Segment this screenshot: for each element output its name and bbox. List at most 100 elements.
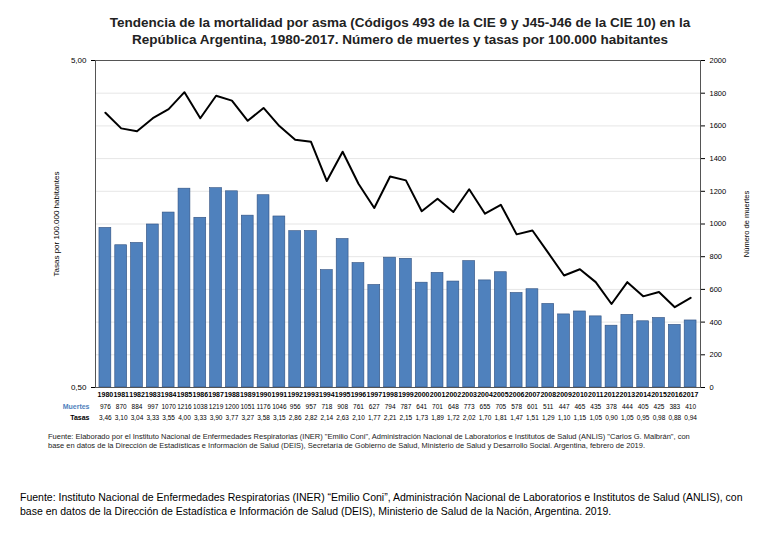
svg-text:1,47: 1,47	[510, 414, 523, 421]
svg-text:1000: 1000	[710, 219, 727, 228]
svg-text:2,02: 2,02	[463, 414, 476, 421]
svg-text:3,04: 3,04	[131, 414, 144, 421]
svg-text:1,51: 1,51	[526, 414, 539, 421]
svg-text:1200: 1200	[225, 403, 240, 410]
svg-text:3,10: 3,10	[115, 414, 128, 421]
svg-text:655: 655	[480, 403, 491, 410]
svg-text:425: 425	[654, 403, 665, 410]
svg-text:Número de muertes: Número de muertes	[742, 191, 751, 258]
svg-text:1,89: 1,89	[431, 414, 444, 421]
svg-text:800: 800	[710, 252, 723, 261]
svg-text:794: 794	[385, 403, 396, 410]
svg-text:200: 200	[710, 350, 723, 359]
svg-text:3,77: 3,77	[226, 414, 239, 421]
svg-text:5,00: 5,00	[71, 56, 87, 65]
svg-text:0,90: 0,90	[605, 414, 618, 421]
svg-text:1980: 1980	[98, 391, 114, 398]
svg-text:405: 405	[638, 403, 649, 410]
svg-text:2,86: 2,86	[289, 414, 302, 421]
svg-text:2012: 2012	[604, 391, 620, 398]
svg-text:956: 956	[290, 403, 301, 410]
svg-text:0: 0	[710, 383, 714, 392]
svg-text:511: 511	[543, 403, 554, 410]
svg-text:1999: 1999	[398, 391, 414, 398]
svg-text:3,33: 3,33	[147, 414, 160, 421]
svg-text:378: 378	[606, 403, 617, 410]
svg-text:2005: 2005	[493, 391, 509, 398]
svg-text:3,46: 3,46	[99, 414, 112, 421]
svg-text:3,27: 3,27	[241, 414, 254, 421]
svg-text:1982: 1982	[129, 391, 145, 398]
svg-text:2017: 2017	[683, 391, 699, 398]
svg-text:2,10: 2,10	[352, 414, 365, 421]
svg-text:1,05: 1,05	[589, 414, 602, 421]
svg-text:2003: 2003	[461, 391, 477, 398]
svg-text:1981: 1981	[113, 391, 129, 398]
svg-text:957: 957	[306, 403, 317, 410]
svg-text:2015: 2015	[651, 391, 667, 398]
svg-text:578: 578	[511, 403, 522, 410]
svg-text:997: 997	[147, 403, 158, 410]
svg-text:0,94: 0,94	[684, 414, 697, 421]
svg-text:1,81: 1,81	[494, 414, 507, 421]
svg-text:1984: 1984	[161, 391, 177, 398]
svg-text:3,15: 3,15	[273, 414, 286, 421]
svg-text:627: 627	[369, 403, 380, 410]
svg-text:2,82: 2,82	[305, 414, 318, 421]
svg-text:1,73: 1,73	[415, 414, 428, 421]
svg-text:2,14: 2,14	[320, 414, 333, 421]
svg-text:1997: 1997	[366, 391, 382, 398]
svg-text:1983: 1983	[145, 391, 161, 398]
svg-text:1994: 1994	[319, 391, 335, 398]
svg-text:2009: 2009	[556, 391, 572, 398]
svg-text:2016: 2016	[667, 391, 683, 398]
svg-text:1995: 1995	[335, 391, 351, 398]
svg-text:787: 787	[400, 403, 411, 410]
svg-text:400: 400	[710, 318, 723, 327]
svg-text:3,90: 3,90	[210, 414, 223, 421]
svg-text:0,50: 0,50	[71, 383, 87, 392]
svg-text:383: 383	[669, 403, 680, 410]
svg-text:1219: 1219	[209, 403, 224, 410]
svg-text:1176: 1176	[257, 403, 271, 410]
svg-text:870: 870	[116, 403, 127, 410]
svg-text:2002: 2002	[446, 391, 462, 398]
svg-text:1070: 1070	[161, 403, 176, 410]
svg-text:2006: 2006	[509, 391, 525, 398]
svg-text:641: 641	[416, 403, 427, 410]
svg-text:701: 701	[432, 403, 443, 410]
svg-text:1996: 1996	[351, 391, 367, 398]
svg-text:1800: 1800	[710, 89, 727, 98]
svg-text:3,58: 3,58	[257, 414, 270, 421]
svg-text:3,33: 3,33	[194, 414, 207, 421]
svg-text:1998: 1998	[382, 391, 398, 398]
svg-text:1990: 1990	[256, 391, 272, 398]
svg-text:2004: 2004	[477, 391, 493, 398]
svg-text:1,15: 1,15	[574, 414, 587, 421]
svg-text:601: 601	[527, 403, 538, 410]
svg-text:2000: 2000	[710, 56, 727, 65]
svg-text:1,05: 1,05	[621, 414, 634, 421]
svg-text:2014: 2014	[635, 391, 651, 398]
svg-text:648: 648	[448, 403, 459, 410]
svg-text:1,10: 1,10	[558, 414, 571, 421]
svg-text:2,63: 2,63	[336, 414, 349, 421]
svg-text:435: 435	[590, 403, 601, 410]
svg-text:410: 410	[685, 403, 696, 410]
svg-text:2013: 2013	[620, 391, 636, 398]
svg-text:761: 761	[353, 403, 364, 410]
svg-text:447: 447	[559, 403, 570, 410]
svg-text:884: 884	[132, 403, 143, 410]
svg-text:1038: 1038	[193, 403, 208, 410]
svg-text:718: 718	[321, 403, 332, 410]
svg-text:1993: 1993	[303, 391, 319, 398]
svg-text:1988: 1988	[224, 391, 240, 398]
svg-text:1216: 1216	[177, 403, 192, 410]
svg-text:1,70: 1,70	[479, 414, 492, 421]
svg-text:0,95: 0,95	[637, 414, 650, 421]
svg-text:0,88: 0,88	[668, 414, 681, 421]
svg-text:2000: 2000	[414, 391, 430, 398]
svg-text:1987: 1987	[208, 391, 224, 398]
svg-text:1600: 1600	[710, 121, 727, 130]
svg-text:2007: 2007	[525, 391, 541, 398]
